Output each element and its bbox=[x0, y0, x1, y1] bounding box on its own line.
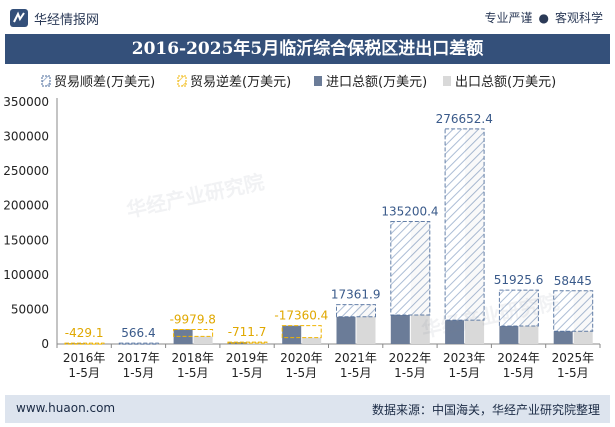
x-tick-label: 2021年 bbox=[334, 351, 377, 365]
data-label: -9979.8 bbox=[170, 312, 216, 326]
data-label: 51925.6 bbox=[494, 273, 544, 287]
surplus-bar bbox=[498, 289, 539, 327]
x-tick-label: 2020年 bbox=[280, 351, 323, 365]
huajing-logo-icon bbox=[10, 9, 28, 27]
import-bar bbox=[499, 326, 519, 344]
footer: www.huaon.com 数据来源：中国海关，华经产业研究院整理 bbox=[5, 395, 610, 423]
y-tick-label: 50000 bbox=[11, 302, 49, 316]
x-tick-label: 1-5月 bbox=[286, 366, 318, 380]
deficit-bar bbox=[64, 342, 105, 345]
data-label: 276652.4 bbox=[436, 112, 493, 126]
export-bar bbox=[193, 336, 213, 344]
chart-title: 2016-2025年5月临沂综合保税区进出口差额 bbox=[5, 34, 610, 64]
legend-swatch-export bbox=[443, 76, 451, 86]
data-label: -17360.4 bbox=[274, 309, 328, 323]
legend-swatch-surplus bbox=[41, 75, 51, 87]
import-bar bbox=[282, 325, 302, 344]
legend-label: 进口总额(万美元) bbox=[326, 75, 427, 90]
legend-swatch-import bbox=[314, 76, 322, 86]
y-tick-label: 350000 bbox=[3, 95, 49, 109]
x-tick-label: 2023年 bbox=[443, 351, 486, 365]
legend-swatch-deficit bbox=[177, 75, 187, 87]
surplus-bar bbox=[336, 304, 376, 318]
deficit-bar bbox=[227, 341, 268, 344]
y-tick-label: 0 bbox=[41, 337, 49, 351]
surplus-bar bbox=[390, 220, 431, 316]
tagline-right: 客观科学 bbox=[554, 11, 603, 25]
chart-svg: 贸易顺差(万美元) 贸易逆差(万美元) 进口总额(万美元) 出口总额(万美元) 0 500… bbox=[3, 74, 601, 380]
legend-label: 贸易顺差(万美元) bbox=[54, 75, 155, 90]
x-tick-label: 1-5月 bbox=[448, 366, 480, 380]
x-tick-label: 2019年 bbox=[226, 351, 269, 365]
x-tick-label: 1-5月 bbox=[503, 366, 535, 380]
y-tick-label: 250000 bbox=[3, 164, 49, 178]
footer-source: 数据来源：中国海关，华经产业研究院整理 bbox=[371, 403, 600, 417]
footer-url[interactable]: www.huaon.com bbox=[16, 401, 116, 415]
export-bar bbox=[302, 337, 322, 344]
legend-label: 出口总额(万美元) bbox=[455, 75, 556, 90]
top-bar: 华经情报网 专业严谨 ● 客观科学 bbox=[0, 0, 615, 34]
import-bar bbox=[553, 331, 573, 344]
data-label: 58445 bbox=[554, 274, 592, 288]
deficit-bar bbox=[173, 328, 214, 337]
data-label: 17361.9 bbox=[331, 288, 381, 302]
x-tick-label: 2018年 bbox=[171, 351, 214, 365]
import-bar bbox=[390, 314, 410, 344]
x-tick-label: 2017年 bbox=[117, 351, 160, 365]
x-tick-label: 1-5月 bbox=[123, 366, 155, 380]
x-tick-label: 2024年 bbox=[497, 351, 540, 365]
x-tick-label: 1-5月 bbox=[557, 366, 589, 380]
x-tick-label: 2022年 bbox=[389, 351, 432, 365]
deficit-bar bbox=[281, 325, 322, 339]
y-tick-label: 300000 bbox=[3, 130, 49, 144]
x-tick-label: 1-5月 bbox=[68, 366, 100, 380]
x-tick-label: 2016年 bbox=[63, 351, 106, 365]
tagline: 专业严谨 ● 客观科学 bbox=[484, 9, 603, 26]
y-tick-label: 150000 bbox=[3, 233, 49, 247]
x-tick-label: 1-5月 bbox=[394, 366, 426, 380]
y-tick-label: 100000 bbox=[3, 268, 49, 282]
legend-label: 贸易逆差(万美元) bbox=[190, 74, 291, 90]
data-label: -429.1 bbox=[65, 326, 104, 340]
brand-name: 华经情报网 bbox=[34, 13, 100, 28]
tagline-separator: ● bbox=[538, 11, 549, 25]
surplus-bar bbox=[553, 290, 594, 332]
surplus-bar bbox=[444, 128, 485, 321]
data-label: 566.4 bbox=[121, 326, 155, 340]
data-label: -711.7 bbox=[228, 325, 267, 339]
x-tick-label: 2025年 bbox=[552, 351, 595, 365]
x-tick-label: 1-5月 bbox=[177, 366, 209, 380]
x-tick-label: 1-5月 bbox=[231, 366, 263, 380]
y-tick-label: 200000 bbox=[3, 199, 49, 213]
surplus-bar bbox=[118, 342, 159, 345]
import-bar bbox=[336, 316, 356, 344]
import-bar bbox=[445, 320, 465, 344]
x-tick-label: 1-5月 bbox=[340, 366, 372, 380]
tagline-left: 专业严谨 bbox=[484, 11, 533, 25]
data-label: 135200.4 bbox=[381, 204, 438, 218]
